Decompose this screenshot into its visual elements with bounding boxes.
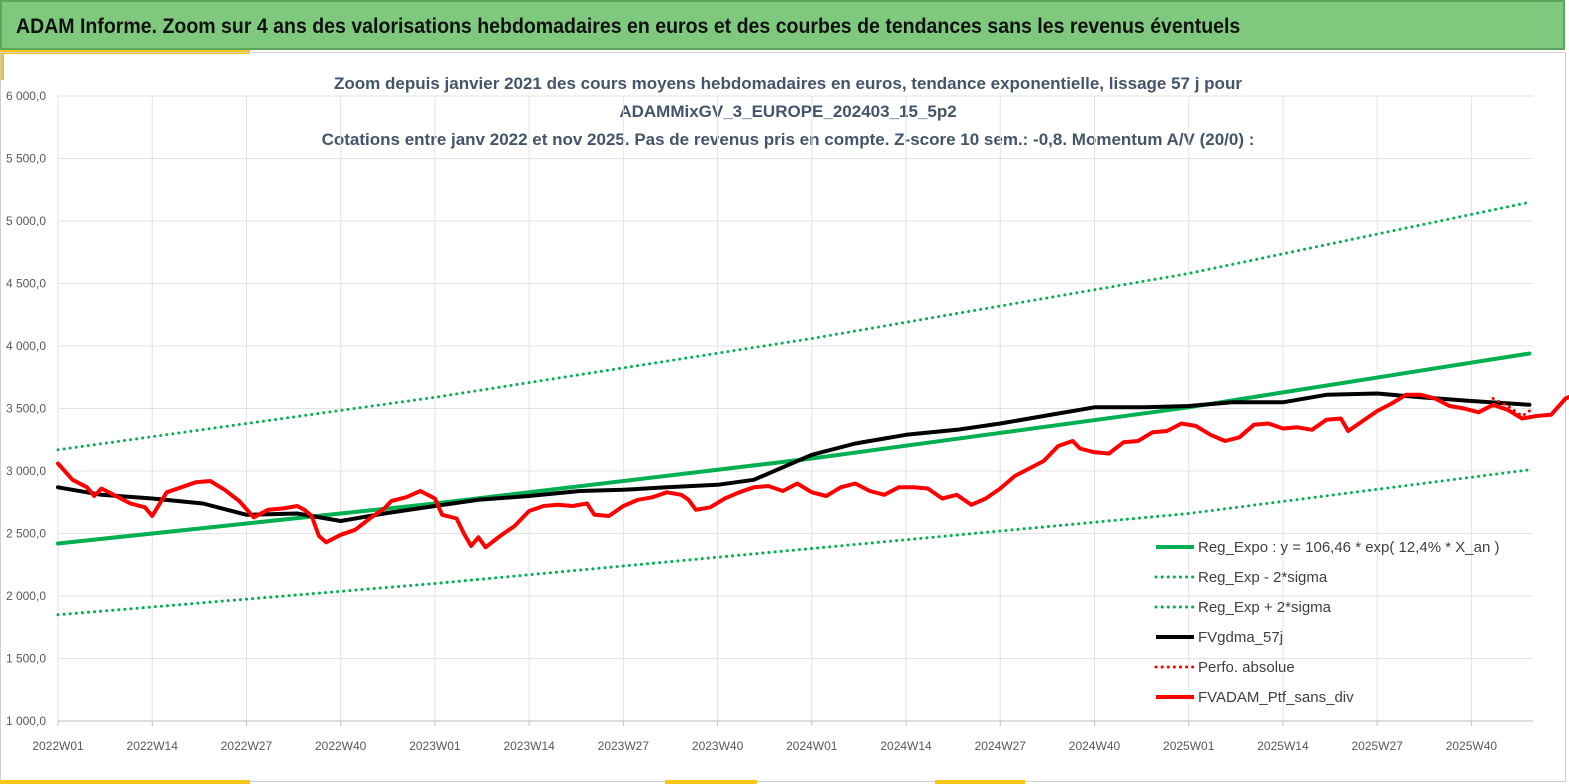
grid bbox=[57, 95, 1533, 722]
chart-frame bbox=[0, 52, 1566, 782]
x-tick-label: 2025W14 bbox=[1257, 739, 1309, 753]
chart-title-line-2: ADAMMixGV_3_EUROPE_202403_15_5p2 bbox=[619, 102, 956, 121]
chart-title-line-1: Zoom depuis janvier 2021 des cours moyen… bbox=[334, 74, 1242, 93]
y-tick-label: 1 500,0 bbox=[6, 652, 46, 666]
y-tick-label: 5 500,0 bbox=[6, 152, 46, 166]
x-tick-label: 2024W40 bbox=[1069, 739, 1121, 753]
x-tick-label: 2024W14 bbox=[880, 739, 932, 753]
legend-label-1: Reg_Exp - 2*sigma bbox=[1198, 569, 1328, 586]
legend-label-2: Reg_Exp + 2*sigma bbox=[1198, 599, 1332, 616]
legend-label-5: FVADAM_Ptf_sans_div bbox=[1198, 689, 1354, 706]
x-tick-label: 2025W40 bbox=[1446, 739, 1498, 753]
x-tick-label: 2022W01 bbox=[32, 739, 84, 753]
accent-bar bbox=[935, 780, 1025, 784]
series-line-3 bbox=[56, 391, 1532, 523]
x-tick-label: 2022W40 bbox=[315, 739, 367, 753]
series-line-2 bbox=[56, 200, 1531, 452]
legend-label-3: FVgdma_57j bbox=[1198, 629, 1283, 646]
y-tick-label: 4 500,0 bbox=[6, 277, 46, 291]
x-tick-label: 2023W01 bbox=[409, 739, 461, 753]
y-tick-label: 6 000,0 bbox=[6, 89, 46, 103]
y-tick-label: 3 000,0 bbox=[6, 464, 46, 478]
y-tick-label: 4 000,0 bbox=[6, 339, 46, 353]
legend: Reg_Expo : y = 106,46 * exp( 12,4% * X_a… bbox=[1154, 539, 1499, 706]
y-tick-label: 2 000,0 bbox=[6, 589, 46, 603]
chart-title-line-3: Cotations entre janv 2022 et nov 2025. P… bbox=[322, 130, 1255, 149]
y-tick-label: 5 000,0 bbox=[6, 214, 46, 228]
x-axis: 2022W01 2022W14 2022W27 2022W40 2023W01 2023W… bbox=[32, 720, 1533, 753]
x-tick-label: 2023W40 bbox=[692, 739, 744, 753]
series-line-1 bbox=[56, 468, 1531, 617]
y-tick-label: 1 000,0 bbox=[6, 714, 46, 728]
x-tick-label: 2022W27 bbox=[221, 739, 273, 753]
banner-title: ADAM Informe. Zoom sur 4 ans des valoris… bbox=[16, 15, 1241, 38]
x-tick-label: 2024W27 bbox=[975, 739, 1027, 753]
x-tick-label: 2025W27 bbox=[1351, 739, 1403, 753]
y-tick-label: 3 500,0 bbox=[6, 402, 46, 416]
x-tick-label: 2024W01 bbox=[786, 739, 838, 753]
legend-label-0: Reg_Expo : y = 106,46 * exp( 12,4% * X_a… bbox=[1198, 539, 1499, 556]
x-tick-label: 2023W14 bbox=[503, 739, 555, 753]
page-banner: ADAM Informe. Zoom sur 4 ans des valoris… bbox=[0, 0, 1565, 50]
accent-bar-left bbox=[0, 50, 4, 80]
accent-bars-bottom bbox=[0, 780, 1569, 784]
y-axis: 1 000,0 1 500,0 2 000,0 2 500,0 3 000,0 3 500… bbox=[6, 89, 46, 728]
x-tick-label: 2022W14 bbox=[127, 739, 179, 753]
y-tick-label: 2 500,0 bbox=[6, 527, 46, 541]
series-layer bbox=[56, 200, 1569, 617]
x-tick-label: 2023W27 bbox=[598, 739, 650, 753]
series-line-5 bbox=[56, 392, 1569, 550]
x-tick-label: 2025W01 bbox=[1163, 739, 1215, 753]
series-line-4 bbox=[1491, 397, 1531, 418]
legend-label-4: Perfo. absolue bbox=[1198, 659, 1295, 676]
accent-bar bbox=[0, 780, 250, 784]
accent-bar bbox=[665, 780, 757, 784]
